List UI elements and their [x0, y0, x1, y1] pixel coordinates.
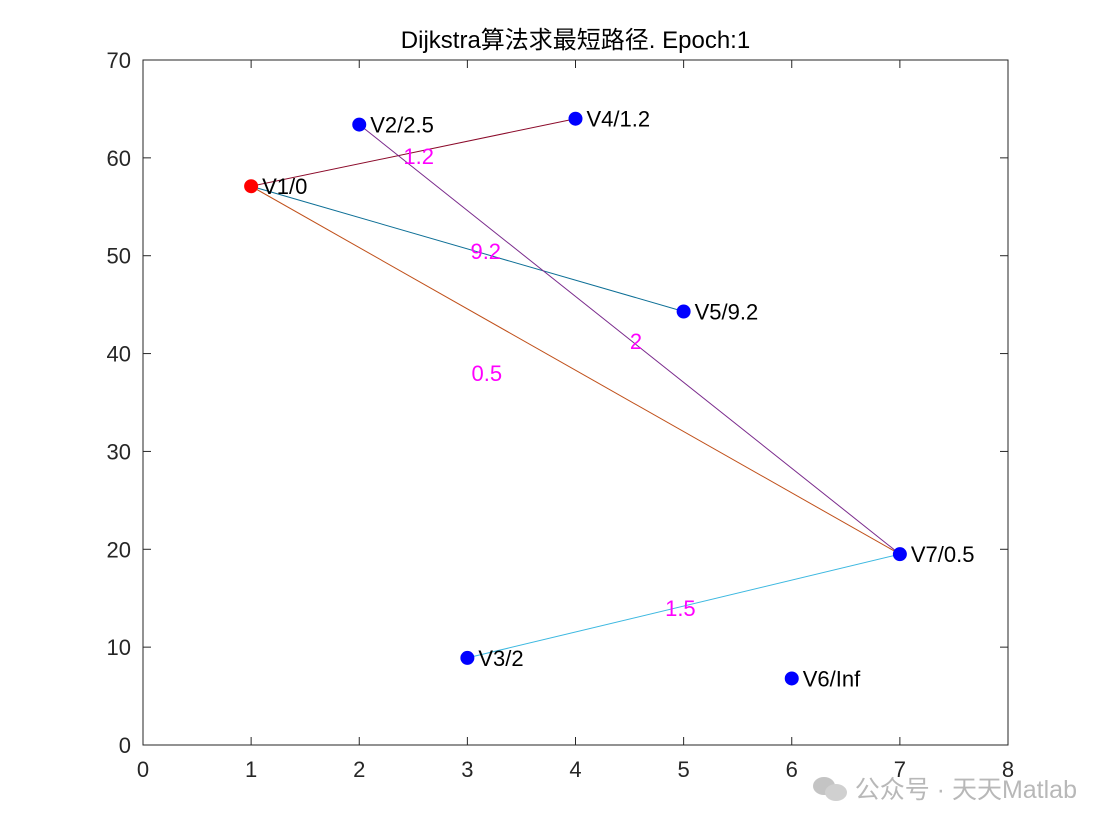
node-v4	[568, 111, 583, 126]
node-label-v7: V7/0.5	[911, 542, 975, 567]
y-tick-label: 70	[107, 48, 131, 73]
y-tick-label: 20	[107, 537, 131, 562]
x-tick-label: 7	[894, 757, 906, 782]
watermark: 公众号 · 天天Matlab	[812, 770, 1077, 806]
node-label-v5: V5/9.2	[695, 299, 759, 324]
node-v3	[460, 650, 475, 665]
plot-area	[142, 59, 1009, 746]
edge-v1-v4	[251, 118, 576, 187]
edge-weight-label: 2	[630, 329, 642, 354]
x-tick-label: 0	[137, 757, 149, 782]
edges-layer	[250, 118, 901, 659]
node-label-v4: V4/1.2	[587, 107, 651, 132]
x-tick-label: 3	[461, 757, 473, 782]
node-v2	[352, 117, 367, 132]
x-tick-label: 8	[1002, 757, 1014, 782]
node-label-v6: V6/Inf	[803, 666, 861, 691]
x-tick-label: 5	[678, 757, 690, 782]
x-tick-label: 1	[245, 757, 257, 782]
node-label-v2: V2/2.5	[370, 113, 434, 138]
node-v6	[784, 671, 799, 686]
wechat-icon	[812, 775, 847, 801]
edge-v2-v7	[358, 124, 901, 555]
x-tick-label: 6	[786, 757, 798, 782]
node-v1	[244, 179, 259, 194]
y-tick-label: 40	[107, 342, 131, 367]
edge-v1-v5	[250, 185, 684, 312]
axis-ticks: 0 1 2 3 4 5 6 7 8 0 10 20 30 40 50 60 70	[107, 48, 1015, 782]
x-tick-label: 2	[353, 757, 365, 782]
edge-weight-label: 1.5	[665, 596, 696, 621]
node-label-v1: V1/0	[262, 174, 307, 199]
y-tick-label: 0	[119, 733, 131, 758]
node-v7	[892, 547, 907, 562]
edge-weight-label: 9.2	[470, 239, 501, 264]
watermark-text: 公众号 · 天天Matlab	[854, 776, 1077, 804]
node-label-v3: V3/2	[478, 646, 523, 671]
y-tick-label: 50	[107, 244, 131, 269]
chart-title: Dijkstra算法求最短路径. Epoch:1	[401, 27, 750, 54]
y-tick-label: 10	[107, 635, 131, 660]
node-v5	[676, 304, 691, 319]
edge-weight-label: 0.5	[472, 361, 503, 386]
edge-v3-v7	[467, 553, 900, 659]
edge-v1-v7	[250, 185, 901, 555]
nodes-layer	[244, 111, 907, 686]
y-tick-label: 30	[107, 439, 131, 464]
x-tick-label: 4	[569, 757, 581, 782]
y-tick-label: 60	[107, 146, 131, 171]
edge-weight-label: 1.2	[403, 144, 434, 169]
labels-layer: 1.2 9.2 0.5 2 1.5 V1/0 V2/2.5 V3/2 V4/1.2 V5/9.2 V…	[262, 107, 974, 692]
